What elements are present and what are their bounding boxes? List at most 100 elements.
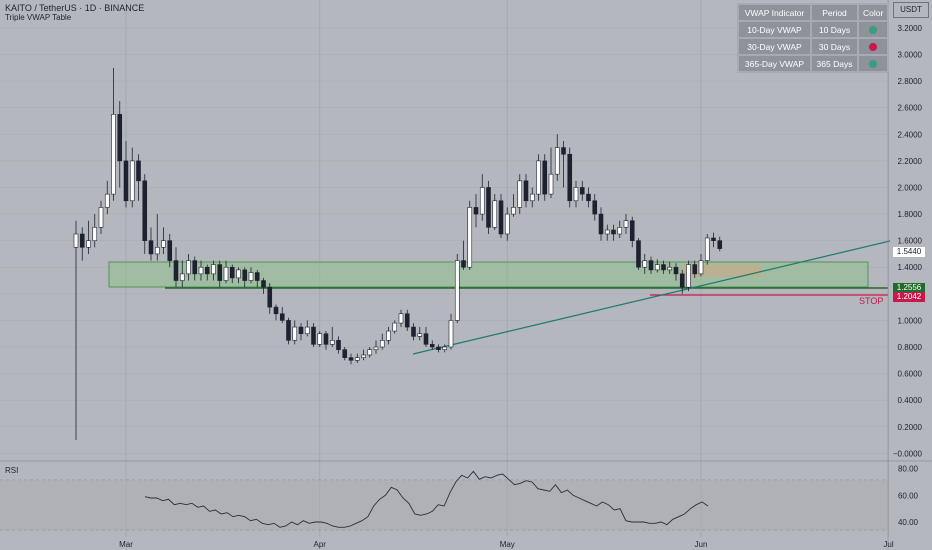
candle-down xyxy=(79,233,85,248)
candle-up xyxy=(329,340,335,345)
rsi-tick-label: 80.00 xyxy=(898,465,919,474)
candle-down xyxy=(117,114,123,162)
candle-up xyxy=(211,264,216,275)
vwap-color-cell xyxy=(859,56,888,71)
vwap-color-cell xyxy=(859,22,888,37)
candle-down xyxy=(404,313,410,328)
vwap-table: VWAP Indicator Period Color 10-Day VWAP … xyxy=(737,3,890,73)
candle-up xyxy=(161,240,166,248)
vwap-color-cell xyxy=(859,39,888,54)
price-tick-label: 0.8000 xyxy=(898,343,923,352)
price-tick-label: 1.6000 xyxy=(898,237,923,246)
vwap-row: 10-Day VWAP 10 Days xyxy=(739,22,888,37)
price-tick-label: 0.6000 xyxy=(898,370,923,379)
candle-down xyxy=(486,187,491,228)
candle-down xyxy=(217,264,223,281)
candle-up xyxy=(529,193,535,202)
time-tick-label: Apr xyxy=(314,540,327,549)
price-tick-label: 2.6000 xyxy=(898,104,923,113)
vwap-name: 30-Day VWAP xyxy=(739,39,810,54)
candle-up xyxy=(386,330,391,341)
candle-up xyxy=(511,207,516,215)
candle-down xyxy=(542,160,548,195)
price-tick-label: 2.4000 xyxy=(898,130,923,139)
candle-down xyxy=(717,240,723,249)
candle-up xyxy=(548,173,554,195)
candle-down xyxy=(242,269,248,281)
candle-down xyxy=(279,313,285,321)
candle-up xyxy=(442,346,448,350)
candle-up xyxy=(454,260,460,321)
trendline-ascending xyxy=(412,240,891,355)
candle-down xyxy=(661,264,666,271)
candle-up xyxy=(479,187,485,215)
candle-down xyxy=(336,340,341,350)
candle-down xyxy=(298,326,304,335)
currency-button[interactable]: USDT xyxy=(893,2,929,18)
candle-up xyxy=(617,227,623,235)
candle-up xyxy=(467,207,473,268)
candle-down xyxy=(342,349,348,358)
candle-down xyxy=(267,286,273,308)
candle-up xyxy=(392,322,398,332)
candle-down xyxy=(561,147,566,155)
candle-down xyxy=(648,260,654,271)
candle-up xyxy=(361,354,366,358)
candle-up xyxy=(517,180,523,208)
candle-up xyxy=(686,264,691,288)
candle-down xyxy=(323,333,329,345)
candle-up xyxy=(623,220,629,228)
candle-down xyxy=(592,200,598,215)
rsi-pane-label[interactable]: RSI xyxy=(5,466,19,475)
candle-up xyxy=(654,264,660,271)
candle-down xyxy=(123,160,129,202)
candle-up xyxy=(667,266,673,271)
price-tick-label: 3.2000 xyxy=(898,24,923,33)
candle-down xyxy=(673,266,679,275)
price-axis: 3.2000 3.0000 2.8000 2.6000 2.4000 2.2000 2.00… xyxy=(893,24,923,458)
candle-down xyxy=(311,326,316,345)
indicator-title[interactable]: Triple VWAP Table xyxy=(5,13,72,22)
candle-down xyxy=(142,180,148,241)
vwap-period: 30 Days xyxy=(812,39,857,54)
candle-up xyxy=(373,346,379,350)
rsi-tick-label: 40.00 xyxy=(898,518,919,527)
candle-down xyxy=(429,344,435,348)
candle-down xyxy=(473,207,479,215)
stop-label: STOP xyxy=(859,296,884,306)
time-tick-label: Jul xyxy=(883,540,893,549)
candle-down xyxy=(567,153,573,202)
price-tick-label: 0.2000 xyxy=(898,423,923,432)
vwap-col-period: Period xyxy=(812,5,857,20)
vwap-name: 365-Day VWAP xyxy=(739,56,810,71)
candle-up xyxy=(129,160,135,202)
candle-down xyxy=(586,193,591,202)
candle-up xyxy=(698,260,704,275)
candle-down xyxy=(679,273,685,288)
rsi-line xyxy=(144,470,709,528)
rsi-tick-label: 60.00 xyxy=(898,491,919,500)
candle-down xyxy=(436,346,441,350)
candle-up xyxy=(379,340,385,348)
candle-up xyxy=(98,207,104,228)
candle-up xyxy=(448,320,454,348)
candle-up xyxy=(73,233,79,248)
candle-up xyxy=(604,229,610,235)
candle-down xyxy=(411,326,416,337)
last-price-tag: 1.5440 xyxy=(893,247,925,257)
candle-up xyxy=(504,213,510,235)
candle-down xyxy=(692,264,698,275)
candle-up xyxy=(292,326,298,341)
candle-up xyxy=(704,237,710,261)
candle-down xyxy=(261,280,266,288)
candle-down xyxy=(192,260,198,275)
candle-up xyxy=(92,227,98,241)
price-tick-label: 2.8000 xyxy=(898,77,923,86)
symbol-title[interactable]: KAITO / TetherUS · 1D · BINANCE xyxy=(5,3,145,13)
candle-up xyxy=(223,266,229,281)
time-tick-label: May xyxy=(500,540,515,549)
candle-down xyxy=(523,180,529,202)
support-zone xyxy=(108,261,869,288)
candle-up xyxy=(248,272,254,281)
